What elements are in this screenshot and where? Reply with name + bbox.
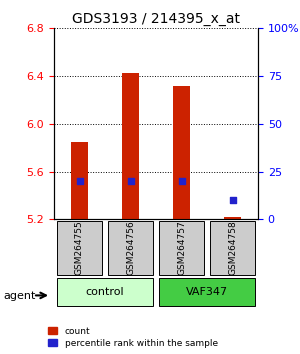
Point: [128, 178, 133, 184]
Text: VAF347: VAF347: [186, 287, 228, 297]
Bar: [122, 73, 140, 219]
Legend: count, percentile rank within the sample: count, percentile rank within the sample: [46, 325, 220, 349]
Text: agent: agent: [3, 291, 35, 301]
FancyBboxPatch shape: [159, 278, 256, 306]
Bar: [70, 142, 88, 219]
FancyBboxPatch shape: [210, 221, 256, 275]
FancyBboxPatch shape: [56, 278, 154, 306]
Text: GSM264756: GSM264756: [126, 221, 135, 275]
Point: [179, 178, 184, 184]
Bar: [172, 86, 190, 219]
FancyBboxPatch shape: [56, 221, 103, 275]
Text: GSM264757: GSM264757: [177, 221, 186, 275]
Bar: [224, 217, 242, 219]
Title: GDS3193 / 214395_x_at: GDS3193 / 214395_x_at: [72, 12, 240, 26]
Text: GSM264758: GSM264758: [228, 221, 237, 275]
FancyBboxPatch shape: [108, 221, 154, 275]
Point: [77, 178, 82, 184]
Text: GSM264755: GSM264755: [75, 221, 84, 275]
FancyBboxPatch shape: [159, 221, 205, 275]
Text: control: control: [86, 287, 124, 297]
Point: [230, 198, 235, 203]
